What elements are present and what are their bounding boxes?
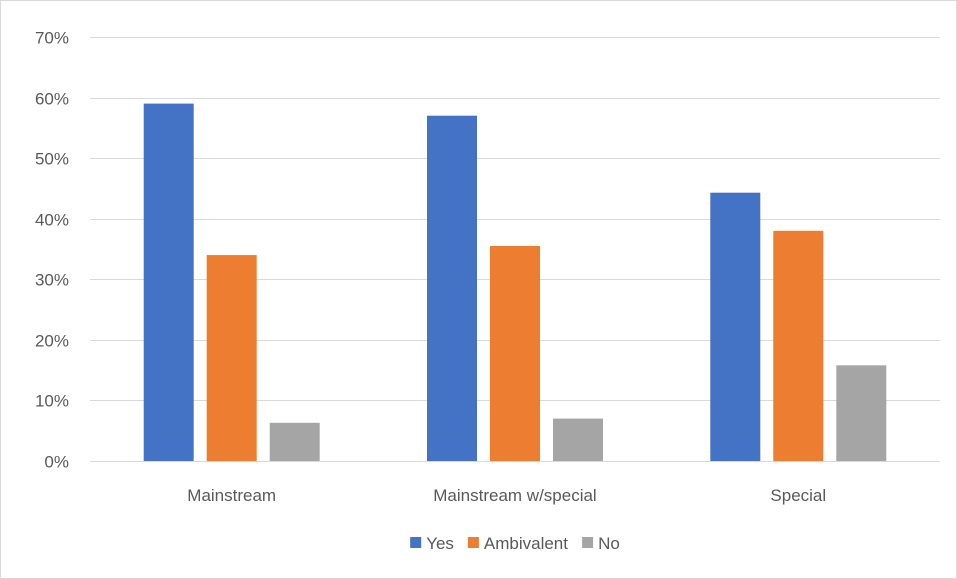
- legend-label: No: [598, 534, 620, 553]
- bar-yes-2: [710, 192, 761, 461]
- legend-swatch: [582, 537, 594, 548]
- legend-swatch: [410, 537, 422, 548]
- legend: Yes Ambivalent No: [410, 534, 620, 553]
- legend-item-yes: Yes: [410, 534, 454, 553]
- y-tick-label: 40%: [35, 211, 69, 230]
- y-tick-label: 30%: [35, 271, 69, 290]
- legend-swatch: [467, 537, 479, 548]
- y-axis-ticks: 0% 10% 20% 30% 40% 50% 60% 70%: [35, 29, 69, 472]
- x-tick-label: Special: [770, 486, 826, 505]
- bars: [143, 103, 887, 461]
- bar-no-0: [269, 422, 320, 461]
- y-tick-label: 20%: [35, 332, 69, 351]
- bar-yes-1: [427, 115, 477, 461]
- bar-no-1: [553, 418, 603, 461]
- bar-no-2: [836, 365, 887, 461]
- legend-item-ambivalent: Ambivalent: [467, 534, 568, 553]
- bar-ambivalent-1: [490, 246, 540, 461]
- x-axis-ticks: Mainstream Mainstream w/special Special: [187, 486, 826, 505]
- y-tick-label: 60%: [35, 90, 69, 109]
- y-tick-label: 70%: [35, 29, 69, 48]
- x-tick-label: Mainstream w/special: [433, 486, 596, 505]
- legend-item-no: No: [582, 534, 620, 553]
- bar-yes-0: [143, 103, 194, 461]
- bar-ambivalent-0: [206, 255, 257, 461]
- legend-label: Yes: [426, 534, 454, 553]
- y-tick-label: 50%: [35, 150, 69, 169]
- bar-ambivalent-2: [773, 230, 824, 461]
- y-tick-label: 0%: [44, 453, 69, 472]
- legend-label: Ambivalent: [484, 534, 568, 553]
- y-tick-label: 10%: [35, 392, 69, 411]
- x-tick-label: Mainstream: [187, 486, 276, 505]
